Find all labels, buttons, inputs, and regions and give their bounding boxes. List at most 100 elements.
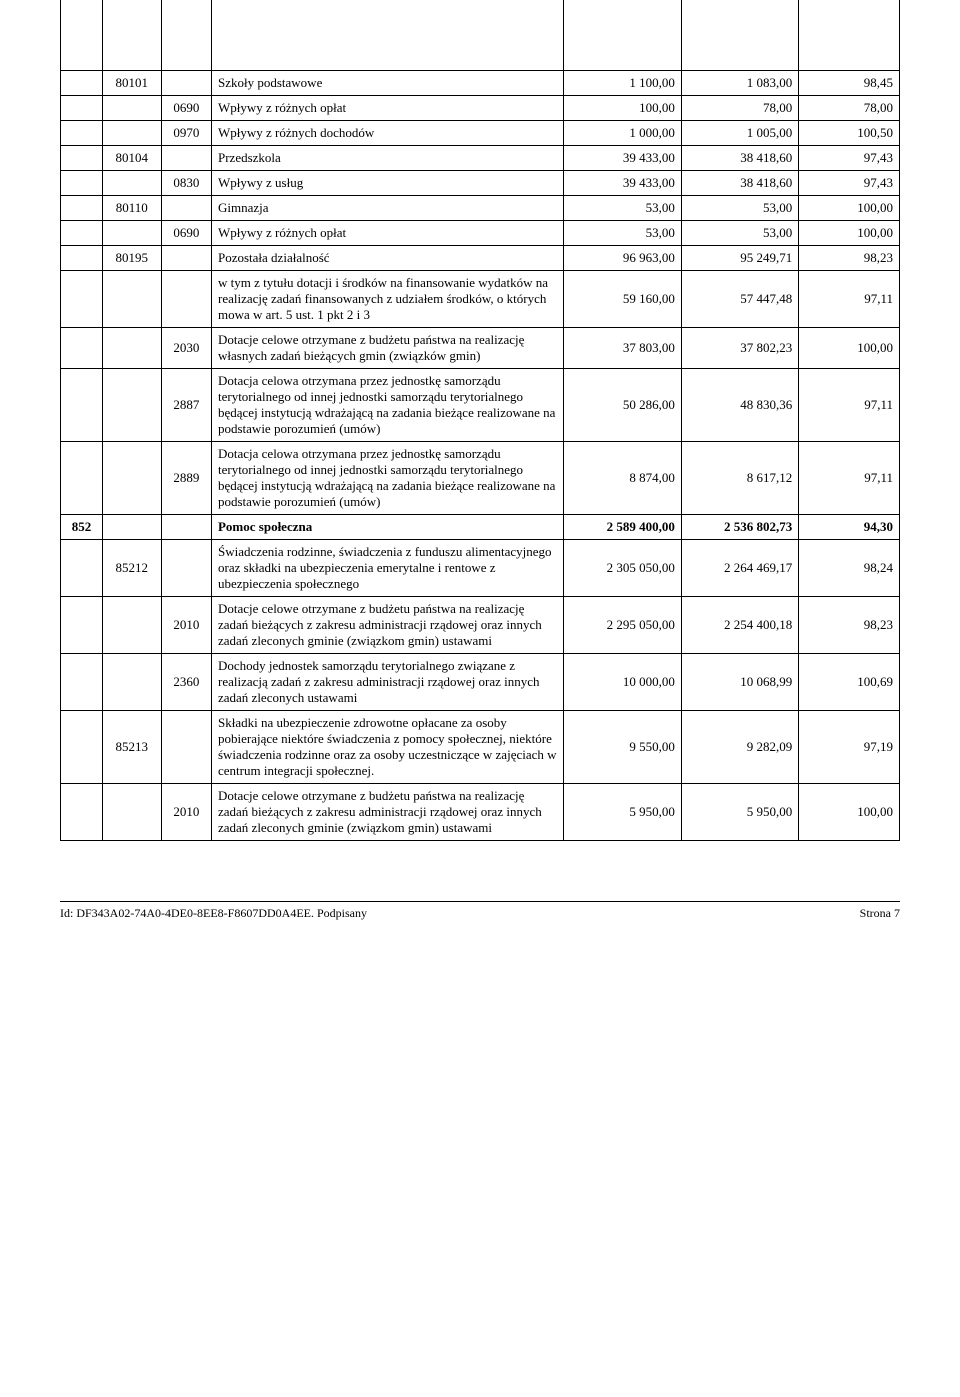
footer-id: Id: DF343A02-74A0-4DE0-8EE8-F8607DD0A4EE… [60,906,367,921]
cell-c1 [61,170,103,195]
cell-c2 [102,596,161,653]
cell-v7: 97,43 [799,170,900,195]
cell-c4: Przedszkola [211,145,563,170]
cell-c1 [61,120,103,145]
cell-c3: 2887 [161,368,211,441]
cell-v6: 5 950,00 [681,783,798,840]
page-container: 80101Szkoły podstawowe1 100,001 083,0098… [0,0,960,951]
cell-v6: 8 617,12 [681,441,798,514]
cell-v5: 53,00 [564,195,681,220]
cell-c1 [61,653,103,710]
cell-v5: 39 433,00 [564,170,681,195]
table-row: 85213Składki na ubezpieczenie zdrowotne … [61,710,900,783]
cell-c2: 85212 [102,539,161,596]
cell-c1 [61,70,103,95]
cell-c1 [61,95,103,120]
cell-c1 [61,710,103,783]
cell-c2 [102,514,161,539]
cell-v6: 1 005,00 [681,120,798,145]
cell-v7: 97,11 [799,270,900,327]
cell-v6: 2 264 469,17 [681,539,798,596]
cell-c1 [61,327,103,368]
cell-c4: Wpływy z różnych dochodów [211,120,563,145]
cell-c1 [61,539,103,596]
cell-c3 [161,70,211,95]
cell-c4: Pomoc społeczna [211,514,563,539]
table-row: 0830Wpływy z usług39 433,0038 418,6097,4… [61,170,900,195]
cell-v5: 10 000,00 [564,653,681,710]
table-row: 2030Dotacje celowe otrzymane z budżetu p… [61,327,900,368]
cell-v7: 100,50 [799,120,900,145]
cell-c2: 80195 [102,245,161,270]
cell-v7: 98,23 [799,245,900,270]
cell-v6: 95 249,71 [681,245,798,270]
cell-c3 [161,245,211,270]
cell-c2 [102,270,161,327]
cell-c2 [102,783,161,840]
cell-v7: 100,00 [799,220,900,245]
cell-v7: 78,00 [799,95,900,120]
table-row: 2360Dochody jednostek samorządu terytori… [61,653,900,710]
cell-c1 [61,270,103,327]
cell-v7: 97,19 [799,710,900,783]
cell-c3 [161,195,211,220]
cell-c4: Dotacje celowe otrzymane z budżetu państ… [211,596,563,653]
table-row: 2889Dotacja celowa otrzymana przez jedno… [61,441,900,514]
hdr-cell [211,0,563,70]
cell-v7: 100,00 [799,327,900,368]
cell-c1 [61,145,103,170]
cell-v5: 9 550,00 [564,710,681,783]
cell-c1: 852 [61,514,103,539]
page-footer: Id: DF343A02-74A0-4DE0-8EE8-F8607DD0A4EE… [60,901,900,921]
budget-table: 80101Szkoły podstawowe1 100,001 083,0098… [60,0,900,841]
cell-v7: 100,00 [799,195,900,220]
cell-c3: 2010 [161,783,211,840]
cell-v5: 2 589 400,00 [564,514,681,539]
cell-c2 [102,170,161,195]
cell-v6: 9 282,09 [681,710,798,783]
cell-c1 [61,368,103,441]
cell-v5: 1 000,00 [564,120,681,145]
cell-v6: 2 536 802,73 [681,514,798,539]
cell-c2: 80104 [102,145,161,170]
cell-v5: 96 963,00 [564,245,681,270]
table-row: 80110Gimnazja53,0053,00100,00 [61,195,900,220]
cell-c4: Świadczenia rodzinne, świadczenia z fund… [211,539,563,596]
cell-c4: Pozostała działalność [211,245,563,270]
cell-v5: 5 950,00 [564,783,681,840]
cell-c1 [61,441,103,514]
cell-c2 [102,327,161,368]
cell-c4: w tym z tytułu dotacji i środków na fina… [211,270,563,327]
cell-v7: 94,30 [799,514,900,539]
cell-v6: 38 418,60 [681,145,798,170]
cell-c4: Gimnazja [211,195,563,220]
cell-c2: 80110 [102,195,161,220]
cell-c1 [61,783,103,840]
cell-c3 [161,145,211,170]
cell-c4: Wpływy z różnych opłat [211,220,563,245]
table-row: 85212 Świadczenia rodzinne, świadczenia z… [61,539,900,596]
table-row: 852 Pomoc społeczna2 589 400,002 536 802,… [61,514,900,539]
cell-v7: 98,45 [799,70,900,95]
table-row: 2010Dotacje celowe otrzymane z budżetu p… [61,783,900,840]
cell-v5: 2 305 050,00 [564,539,681,596]
cell-v6: 53,00 [681,195,798,220]
table-row: 0690Wpływy z różnych opłat53,0053,00100,… [61,220,900,245]
hdr-cell [564,0,681,70]
cell-v5: 39 433,00 [564,145,681,170]
table-row: 0970Wpływy z różnych dochodów1 000,001 0… [61,120,900,145]
cell-c1 [61,195,103,220]
cell-v6: 10 068,99 [681,653,798,710]
cell-v6: 57 447,48 [681,270,798,327]
table-row: w tym z tytułu dotacji i środków na fina… [61,270,900,327]
hdr-cell [681,0,798,70]
cell-c1 [61,220,103,245]
cell-c4: Wpływy z różnych opłat [211,95,563,120]
cell-c3 [161,270,211,327]
cell-c3 [161,514,211,539]
cell-c3: 2010 [161,596,211,653]
cell-v7: 98,23 [799,596,900,653]
hdr-cell [161,0,211,70]
table-row: 80101Szkoły podstawowe1 100,001 083,0098… [61,70,900,95]
cell-v5: 100,00 [564,95,681,120]
